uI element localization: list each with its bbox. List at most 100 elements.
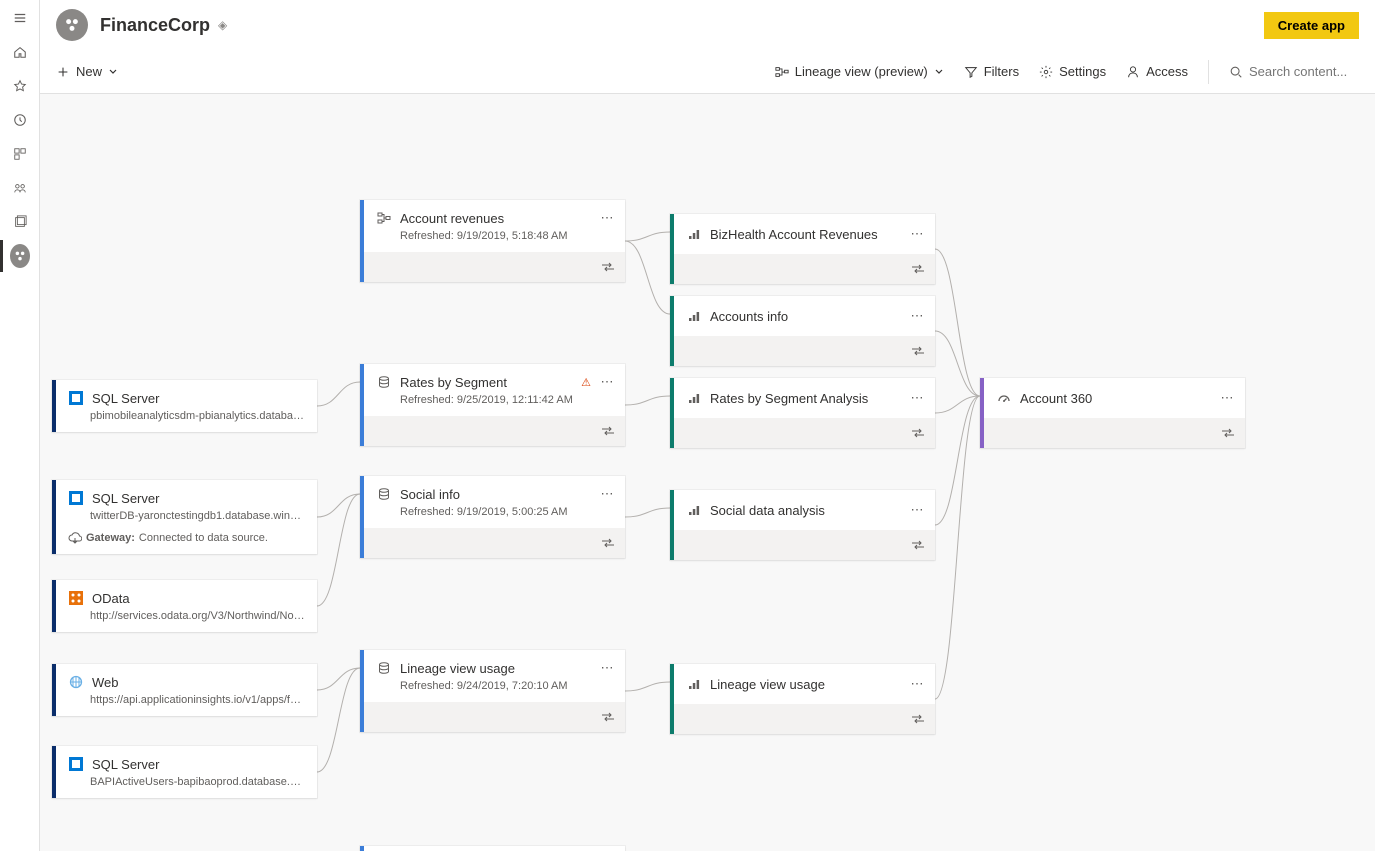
node-title: Account revenues <box>400 211 591 226</box>
web-icon <box>68 674 84 690</box>
report-icon <box>686 390 702 406</box>
more-icon[interactable]: ⋯ <box>909 676 925 692</box>
search-input[interactable] <box>1249 64 1349 79</box>
current-workspace-icon[interactable] <box>10 246 30 266</box>
dataset-icon <box>376 660 392 676</box>
node-title: Social info <box>400 487 591 502</box>
lineage-canvas[interactable]: SQL Server pbimobileanalyticsdm-pbianalyt… <box>40 94 1375 851</box>
impact-icon[interactable] <box>601 424 615 439</box>
settings-button[interactable]: Settings <box>1039 64 1106 79</box>
more-icon[interactable]: ⋯ <box>599 660 615 676</box>
lineage-node[interactable]: Lineage view usage ⋯ Refreshed: 9/24/2019,… <box>360 650 625 732</box>
node-title: BizHealth Account Revenues <box>710 227 901 242</box>
favorites-icon[interactable] <box>10 76 30 96</box>
node-subtitle: http://services.odata.org/V3/Northwind/N… <box>56 610 317 632</box>
node-title: Rates by Segment Analysis <box>710 391 901 406</box>
lineage-node[interactable]: Account revenues ⋯ Refreshed: 9/19/2019, 5… <box>360 200 625 282</box>
node-title: Lineage view usage <box>710 677 901 692</box>
lineage-node[interactable]: Revenues Forecast⋯Refreshed: 6/4/2019, 8… <box>360 846 625 851</box>
apps-icon[interactable] <box>10 144 30 164</box>
report-icon <box>686 308 702 324</box>
lineage-node[interactable]: Lineage view usage ⋯ <box>670 664 935 734</box>
more-icon[interactable]: ⋯ <box>909 502 925 518</box>
chevron-down-icon <box>108 67 118 77</box>
sql-icon <box>68 390 84 406</box>
sql-icon <box>68 490 84 506</box>
toolbar: New Lineage view (preview) Filters Setti… <box>40 50 1375 94</box>
node-title: Lineage view usage <box>400 661 591 676</box>
access-button[interactable]: Access <box>1126 64 1188 79</box>
node-title: SQL Server <box>92 491 307 506</box>
node-subtitle: pbimobileanalyticsdm-pbianalytics.databa… <box>56 410 317 432</box>
lineage-node[interactable]: Social data analysis ⋯ <box>670 490 935 560</box>
dataset-icon <box>376 486 392 502</box>
more-icon[interactable]: ⋯ <box>599 486 615 502</box>
node-title: OData <box>92 591 307 606</box>
impact-icon[interactable] <box>911 538 925 553</box>
gateway-status: Gateway: Connected to data source. <box>56 532 317 554</box>
sql-icon <box>68 756 84 772</box>
more-icon[interactable]: ⋯ <box>599 210 615 226</box>
node-subtitle: Refreshed: 9/19/2019, 5:18:48 AM <box>360 230 625 252</box>
more-icon[interactable]: ⋯ <box>909 390 925 406</box>
new-button[interactable]: New <box>56 64 118 79</box>
lineage-node[interactable]: SQL Serverpbimobileanalyticsdm-pbianalyt… <box>52 380 317 432</box>
lineage-node[interactable]: BizHealth Account Revenues ⋯ <box>670 214 935 284</box>
more-icon[interactable]: ⋯ <box>909 226 925 242</box>
impact-icon[interactable] <box>601 536 615 551</box>
more-icon[interactable]: ⋯ <box>1219 390 1235 406</box>
impact-icon[interactable] <box>911 426 925 441</box>
lineage-view-button[interactable]: Lineage view (preview) <box>775 64 944 79</box>
header: FinanceCorp ◈ Create app <box>40 0 1375 50</box>
more-icon[interactable]: ⋯ <box>599 374 615 390</box>
node-title: Social data analysis <box>710 503 901 518</box>
node-subtitle: Refreshed: 9/24/2019, 7:20:10 AM <box>360 680 625 702</box>
node-subtitle: Refreshed: 9/25/2019, 12:11:42 AM <box>360 394 625 416</box>
lineage-node[interactable]: SQL Server twitterDB-yaronctestingdb1.dat… <box>52 480 317 554</box>
settings-label: Settings <box>1059 64 1106 79</box>
impact-icon[interactable] <box>911 344 925 359</box>
lineage-node[interactable]: Accounts info⋯ <box>670 296 935 366</box>
premium-icon: ◈ <box>218 18 227 32</box>
dataset-icon <box>376 374 392 390</box>
search-icon <box>1229 65 1243 79</box>
node-subtitle: BAPIActiveUsers-bapibaoprod.database.win… <box>56 776 317 798</box>
lineage-node[interactable]: OData http://services.odata.org/V3/Northw… <box>52 580 317 632</box>
impact-icon[interactable] <box>601 260 615 275</box>
lineage-node[interactable]: Social info ⋯ Refreshed: 9/19/2019, 5:00:2… <box>360 476 625 558</box>
more-icon[interactable]: ⋯ <box>909 308 925 324</box>
access-label: Access <box>1146 64 1188 79</box>
impact-icon[interactable] <box>1221 426 1235 441</box>
impact-icon[interactable] <box>911 262 925 277</box>
home-icon[interactable] <box>10 42 30 62</box>
impact-icon[interactable] <box>911 712 925 727</box>
node-subtitle: https://api.applicationinsights.io/v1/ap… <box>56 694 317 716</box>
node-title: SQL Server <box>92 757 307 772</box>
node-title: Web <box>92 675 307 690</box>
shared-icon[interactable] <box>10 178 30 198</box>
node-subtitle: Refreshed: 9/19/2019, 5:00:25 AM <box>360 506 625 528</box>
node-subtitle: twitterDB-yaronctestingdb1.database.wind… <box>56 510 317 532</box>
workspaces-icon[interactable] <box>10 212 30 232</box>
lineage-node[interactable]: Rates by Segment Analysis ⋯ <box>670 378 935 448</box>
lineage-node[interactable]: SQL Server BAPIActiveUsers-bapibaoprod.da… <box>52 746 317 798</box>
divider <box>1208 60 1209 84</box>
search-box[interactable] <box>1229 64 1359 79</box>
filters-button[interactable]: Filters <box>964 64 1019 79</box>
workspace-avatar <box>56 9 88 41</box>
node-title: Account 360 <box>1020 391 1211 406</box>
recent-icon[interactable] <box>10 110 30 130</box>
warning-icon: ⚠ <box>581 376 591 389</box>
lineage-node[interactable]: Account 360 ⋯ <box>980 378 1245 448</box>
hamburger-icon[interactable] <box>10 8 30 28</box>
lineage-node[interactable]: Rates by Segment⚠⋯Refreshed: 9/25/2019, … <box>360 364 625 446</box>
chevron-down-icon <box>934 67 944 77</box>
create-app-button[interactable]: Create app <box>1264 12 1359 39</box>
gauge-icon <box>996 390 1012 406</box>
impact-icon[interactable] <box>601 710 615 725</box>
workspace-title: FinanceCorp <box>100 15 210 36</box>
report-icon <box>686 676 702 692</box>
lineage-node[interactable]: Web https://api.applicationinsights.io/v1… <box>52 664 317 716</box>
filters-label: Filters <box>984 64 1019 79</box>
odata-icon <box>68 590 84 606</box>
